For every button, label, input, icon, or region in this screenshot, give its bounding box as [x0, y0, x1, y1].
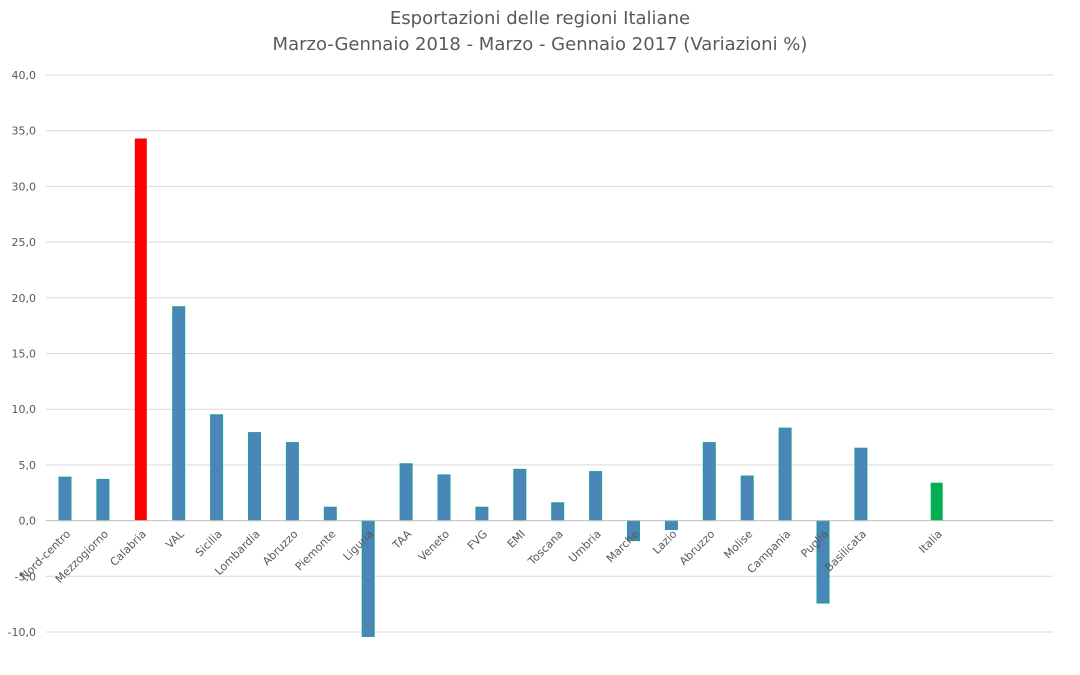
y-tick-label: 0,0 — [19, 515, 37, 528]
bar-basilicata — [854, 447, 868, 522]
bar-veneto — [437, 474, 451, 522]
x-tick-label: Marche — [604, 527, 642, 565]
x-tick-label: Veneto — [416, 527, 452, 563]
x-tick-label: VAL — [163, 527, 187, 551]
bar-abruzzo — [285, 442, 299, 522]
chart-title: Esportazioni delle regioni Italiane — [389, 8, 691, 29]
x-tick-label: EMI — [505, 528, 528, 551]
bar-lazio — [664, 520, 678, 531]
x-tick-label: Sicilia — [193, 528, 225, 560]
y-tick-label: -5,0 — [15, 570, 36, 583]
x-tick-label: Molise — [721, 527, 755, 561]
x-tick-label: Toscana — [525, 528, 566, 569]
y-tick-label: -10,0 — [8, 626, 36, 639]
x-tick-label: TAA — [389, 527, 414, 552]
bar-taa — [399, 463, 413, 522]
bar-toscana — [551, 502, 565, 522]
x-tick-label: Umbria — [566, 528, 604, 566]
x-tick-label: Lazio — [650, 527, 679, 556]
bar-abruzzo — [702, 442, 716, 522]
bar-umbria — [589, 471, 603, 522]
bar-nord-centro — [58, 476, 72, 522]
bar-campania — [778, 427, 792, 522]
y-tick-label: 25,0 — [12, 236, 37, 249]
bar-calabria — [134, 138, 147, 521]
bar-italia — [930, 482, 943, 521]
y-tick-label: 5,0 — [19, 459, 37, 472]
bar-molise — [740, 475, 754, 522]
bar-sicilia — [210, 414, 224, 522]
bar-mezzogiorno — [96, 478, 110, 522]
y-tick-label: 15,0 — [12, 348, 37, 361]
x-tick-label: Piemonte — [293, 527, 339, 573]
bar-lombardia — [248, 432, 261, 522]
bar-emi — [513, 468, 527, 522]
y-tick-label: 40,0 — [12, 69, 37, 82]
y-tick-label: 35,0 — [12, 125, 37, 138]
bar-fvg — [475, 506, 489, 522]
y-tick-label: 10,0 — [12, 403, 37, 416]
y-tick-label: 20,0 — [12, 292, 37, 305]
x-tick-label: FVG — [465, 528, 490, 553]
bar-val — [172, 306, 186, 522]
bar-piemonte — [323, 506, 337, 522]
chart-subtitle: Marzo-Gennaio 2018 - Marzo - Gennaio 201… — [272, 34, 808, 55]
x-tick-label: Abruzzo — [677, 527, 718, 568]
y-tick-label: 30,0 — [12, 180, 37, 193]
x-tick-label: Italia — [916, 528, 944, 556]
x-tick-label: Calabria — [108, 528, 149, 569]
